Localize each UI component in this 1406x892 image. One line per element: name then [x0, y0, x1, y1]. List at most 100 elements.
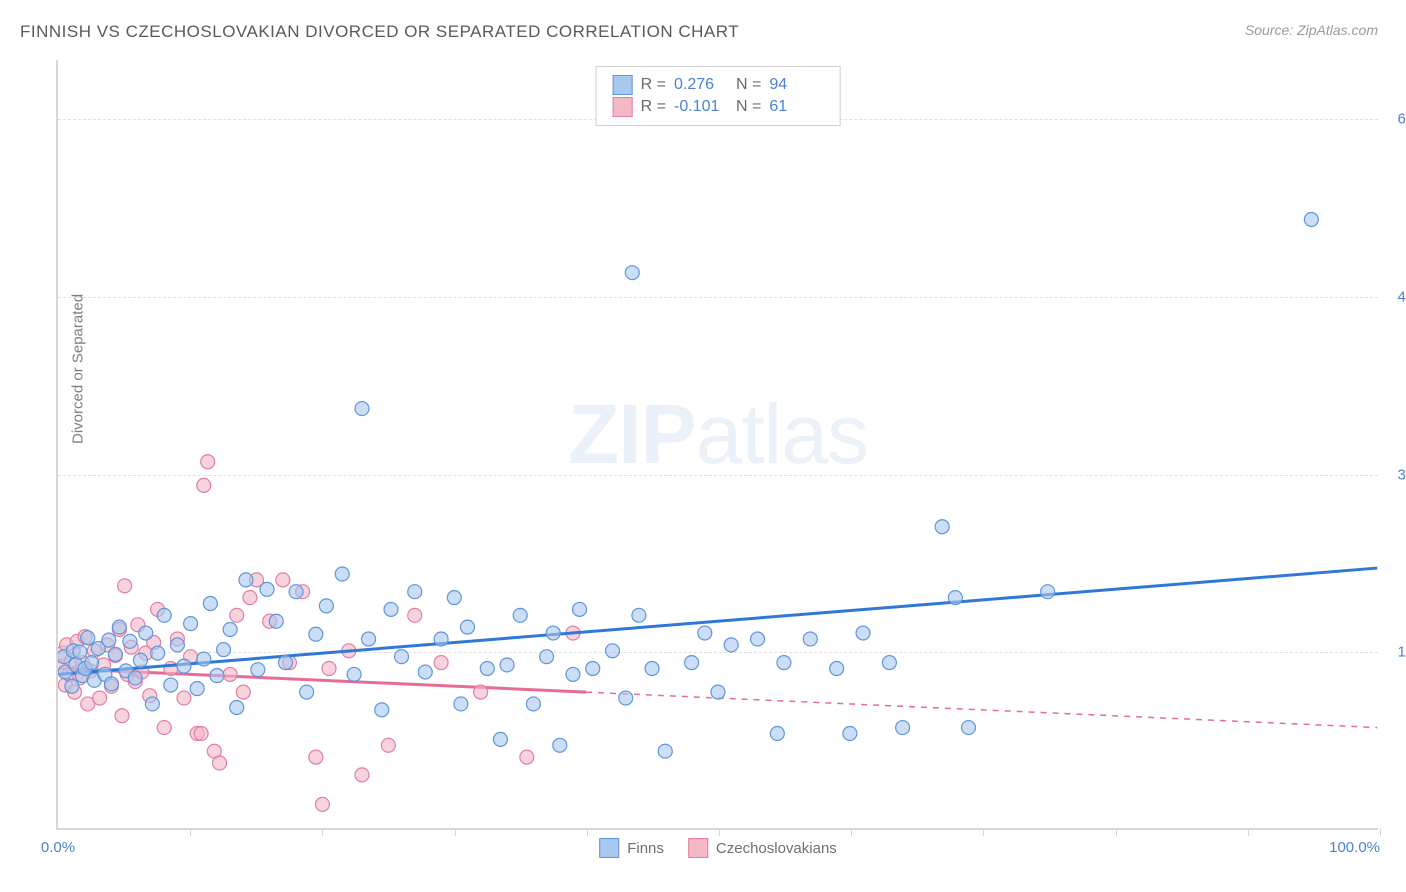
bottom-legend: Finns Czechoslovakians [599, 838, 837, 858]
scatter-point [201, 455, 215, 469]
scatter-point [289, 585, 303, 599]
scatter-point [843, 726, 857, 740]
legend-row-finns: R = 0.276 N = 94 [613, 75, 824, 95]
xaxis-min-label: 0.0% [41, 839, 75, 856]
scatter-point [190, 682, 204, 696]
scatter-point [685, 656, 699, 670]
scatter-point [276, 573, 290, 587]
scatter-point [184, 617, 198, 631]
scatter-point [145, 697, 159, 711]
scatter-point [260, 582, 274, 596]
scatter-point [948, 591, 962, 605]
scatter-point [213, 756, 227, 770]
scatter-point [236, 685, 250, 699]
legend-swatch-finns [613, 75, 633, 95]
scatter-point [239, 573, 253, 587]
scatter-point [454, 697, 468, 711]
scatter-point [803, 632, 817, 646]
scatter-point [197, 478, 211, 492]
scatter-point [751, 632, 765, 646]
scatter-point [632, 608, 646, 622]
scatter-point [210, 669, 224, 683]
scatter-point [118, 579, 132, 593]
scatter-point [322, 662, 336, 676]
scatter-point [480, 662, 494, 676]
scatter-plot-svg [58, 60, 1378, 828]
scatter-point [619, 691, 633, 705]
scatter-point [197, 652, 211, 666]
scatter-point [203, 597, 217, 611]
scatter-point [128, 671, 142, 685]
scatter-point [1041, 585, 1055, 599]
scatter-point [553, 738, 567, 752]
scatter-point [309, 627, 323, 641]
scatter-point [65, 679, 79, 693]
bottom-swatch-finns [599, 838, 619, 858]
scatter-point [108, 647, 122, 661]
xtick [587, 828, 588, 836]
scatter-point [177, 691, 191, 705]
ytick-label: 15.0% [1397, 644, 1406, 661]
scatter-point [645, 662, 659, 676]
scatter-point [520, 750, 534, 764]
chart-title: FINNISH VS CZECHOSLOVAKIAN DIVORCED OR S… [20, 22, 739, 42]
scatter-point [347, 667, 361, 681]
scatter-point [882, 656, 896, 670]
scatter-point [157, 721, 171, 735]
scatter-point [355, 402, 369, 416]
xtick [322, 828, 323, 836]
scatter-point [309, 750, 323, 764]
scatter-point [93, 691, 107, 705]
scatter-point [279, 656, 293, 670]
scatter-point [500, 658, 514, 672]
scatter-point [474, 685, 488, 699]
scatter-point [194, 726, 208, 740]
scatter-point [73, 645, 87, 659]
scatter-point [434, 656, 448, 670]
scatter-point [81, 631, 95, 645]
scatter-point [157, 608, 171, 622]
xtick [1248, 828, 1249, 836]
scatter-point [830, 662, 844, 676]
scatter-point [104, 677, 118, 691]
xtick [190, 828, 191, 836]
scatter-point [408, 585, 422, 599]
scatter-point [85, 656, 99, 670]
scatter-point [223, 667, 237, 681]
scatter-point [513, 608, 527, 622]
scatter-point [770, 726, 784, 740]
scatter-point [217, 643, 231, 657]
chart-area: Divorced or Separated ZIPatlas R = 0.276… [56, 60, 1378, 830]
scatter-point [164, 678, 178, 692]
xtick [455, 828, 456, 836]
scatter-point [151, 646, 165, 660]
ytick-label: 60.0% [1397, 111, 1406, 128]
scatter-point [711, 685, 725, 699]
scatter-point [658, 744, 672, 758]
scatter-point [1304, 213, 1318, 227]
scatter-point [315, 797, 329, 811]
scatter-point [230, 608, 244, 622]
scatter-point [115, 709, 129, 723]
scatter-point [133, 653, 147, 667]
scatter-point [355, 768, 369, 782]
scatter-point [139, 626, 153, 640]
bottom-legend-czech: Czechoslovakians [688, 838, 837, 858]
xaxis-max-label: 100.0% [1329, 839, 1380, 856]
scatter-point [170, 638, 184, 652]
legend-swatch-czech [613, 97, 633, 117]
scatter-point [896, 721, 910, 735]
scatter-point [573, 602, 587, 616]
scatter-point [625, 266, 639, 280]
bottom-legend-finns: Finns [599, 838, 664, 858]
scatter-point [251, 663, 265, 677]
scatter-point [447, 591, 461, 605]
scatter-point [319, 599, 333, 613]
scatter-point [962, 721, 976, 735]
scatter-point [177, 659, 191, 673]
scatter-point [384, 602, 398, 616]
xtick [983, 828, 984, 836]
ytick-label: 30.0% [1397, 466, 1406, 483]
scatter-point [546, 626, 560, 640]
scatter-point [223, 623, 237, 637]
